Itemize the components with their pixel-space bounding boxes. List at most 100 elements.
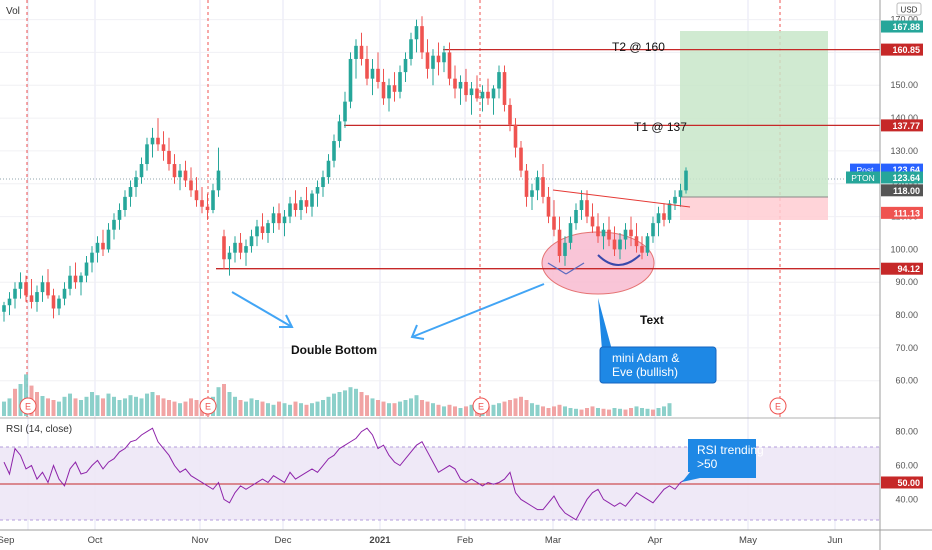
volume-bar [453,406,457,416]
candle-body [579,200,584,210]
currency-badge[interactable]: USD [896,2,922,16]
candle-body [667,203,672,220]
volume-bar [491,404,496,416]
candle-body [117,210,122,220]
volume-bar [623,409,628,416]
candle-body [387,85,391,99]
volume-bar [233,396,237,416]
time-label: Jun [827,535,842,546]
candle-body [530,190,534,197]
volume-bar [35,392,39,416]
candle-body [288,203,292,217]
candle-body [640,246,644,253]
volume-bar [117,400,122,416]
volume-bar [304,404,309,416]
volume-bar [150,392,155,416]
candle-body [315,187,320,194]
candle-body [343,101,347,122]
earnings-marker[interactable]: E [769,397,787,415]
price-tick-label: 80.00 [895,310,918,320]
candle-body [200,200,204,207]
volume-bar [101,398,105,416]
volume-bar [629,408,633,416]
candle-body [409,39,413,59]
candle-body [304,200,309,207]
candle-body [673,196,677,204]
candle-body [266,223,270,233]
price-tick-label: 150.00 [890,80,918,90]
candle-body [29,295,34,302]
candle-body [238,242,243,253]
volume-bars [2,374,672,416]
rsi-tick-label: 40.00 [895,494,918,504]
volume-bar [420,400,424,416]
candle-body [321,177,325,188]
volume-bar [337,392,342,416]
rsi-line [3,427,703,521]
earnings-marker[interactable]: E [19,397,37,415]
earnings-marker[interactable]: E [199,397,217,415]
volume-bar [431,403,435,416]
volume-bar [651,409,655,416]
volume-bar [2,401,6,416]
volume-bar [194,400,199,416]
volume-bar [541,406,545,416]
candle-body [68,275,72,289]
volume-bar [354,388,358,416]
volume-bar [310,403,314,416]
volume-bar [447,404,452,416]
candle-body [222,236,226,260]
handle-curve [597,254,641,266]
earnings-letter: E [205,402,211,412]
volume-bar [425,401,430,416]
volume-bar [585,408,589,416]
candle-body [370,68,375,79]
volume-bar [13,388,17,416]
volume-bar [73,398,78,416]
rsi-callout[interactable]: RSI trending >50 [682,439,764,482]
time-axis[interactable]: Sep Oct Nov Dec 2021 Feb Mar Apr May Jun [0,535,843,546]
price-tag-pton [881,171,923,184]
volume-bar [519,396,523,416]
candle-body [398,72,402,92]
earnings-letter: E [25,402,31,412]
earnings-circle [769,397,787,415]
price-tag-label: 123.64 [892,173,920,183]
candle-body [282,216,287,224]
volume-bar [134,396,138,416]
volume-label: Vol [6,6,20,17]
volume-bar [513,398,518,416]
candle-body [332,141,336,161]
horizontal-levels[interactable] [216,48,880,270]
volume-bar [216,387,221,416]
adam-eve-callout[interactable]: mini Adam & Eve (bullish) [599,346,717,384]
volume-bar [79,400,83,416]
price-tick-label: 60.00 [895,376,918,386]
volume-bar [590,406,595,416]
candle-body [205,206,210,210]
earnings-marker[interactable]: E [472,397,490,415]
volume-bar [315,401,320,416]
candlesticks [2,16,688,322]
candle-body [596,226,600,237]
volume-bar [106,393,111,416]
candle-body [326,160,331,178]
volume-bar [282,403,287,416]
time-label: 2021 [369,535,391,546]
volume-bar [249,398,254,416]
ticker-badge-label: PTON [851,173,874,183]
volume-bar [370,398,375,416]
candle-body [524,170,529,197]
candle-body [458,81,463,89]
price-tick-label: 90.00 [895,277,918,287]
volume-bar [62,396,67,416]
candle-body [299,200,303,210]
volume-bar [359,392,364,416]
price-tick-label: 170.00 [890,15,918,25]
candle-body [535,177,540,191]
volume-bar [24,374,28,416]
volume-bar [299,403,303,416]
descending-trendline[interactable] [552,189,691,208]
